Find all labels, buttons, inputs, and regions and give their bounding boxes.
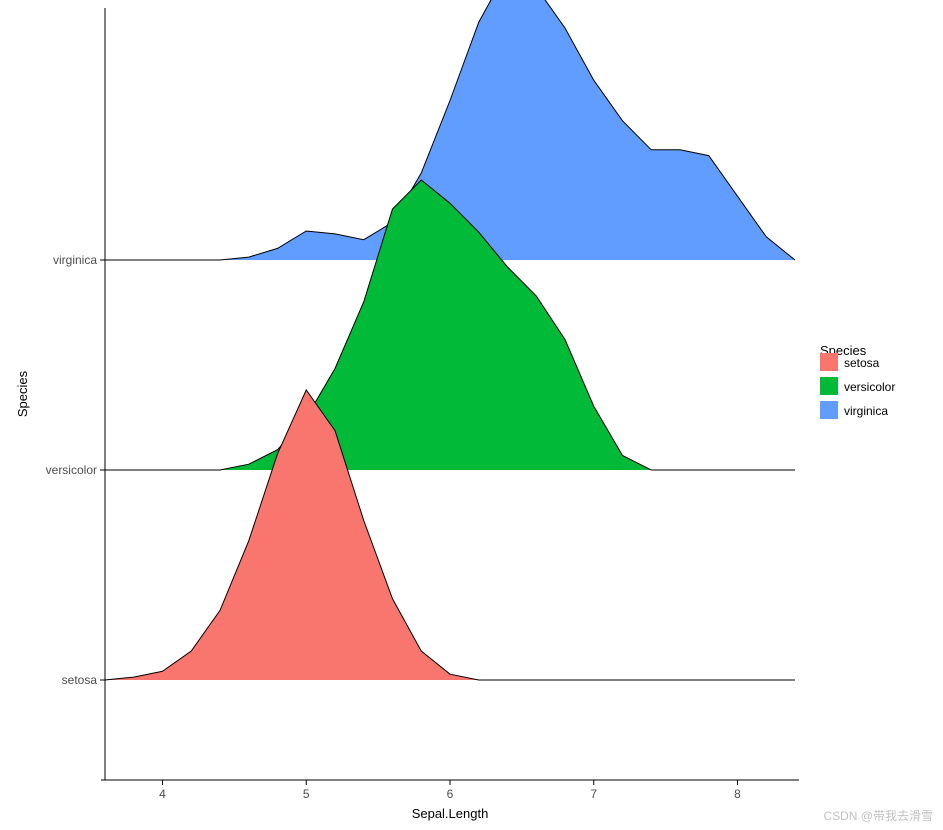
- legend-swatch: [820, 401, 838, 419]
- y-tick-label: setosa: [62, 673, 98, 687]
- y-tick-label: virginica: [53, 253, 97, 267]
- legend-label: virginica: [844, 404, 888, 418]
- x-axis-title: Sepal.Length: [412, 806, 489, 821]
- legend-swatch: [820, 377, 838, 395]
- y-tick-label: versicolor: [46, 463, 97, 477]
- watermark-text: CSDN @带我去滑雪: [823, 807, 933, 824]
- legend-item-virginica: virginica: [820, 401, 888, 419]
- x-tick-label: 7: [590, 787, 597, 801]
- legend-label: versicolor: [844, 380, 895, 394]
- legend-label: setosa: [844, 356, 880, 370]
- ridgeline-chart: 4 5 6 7 8 Sepal.Length setosa versicolor virgini…: [0, 0, 943, 830]
- x-tick-label: 5: [303, 787, 310, 801]
- legend-item-versicolor: versicolor: [820, 377, 895, 395]
- x-tick-label: 6: [447, 787, 454, 801]
- legend-swatch: [820, 353, 838, 371]
- x-tick-label: 8: [734, 787, 741, 801]
- legend-item-setosa: setosa: [820, 353, 880, 371]
- legend: Speciessetosaversicolorvirginica: [820, 343, 895, 419]
- x-tick-label: 4: [159, 787, 166, 801]
- y-axis-title: Species: [15, 370, 30, 417]
